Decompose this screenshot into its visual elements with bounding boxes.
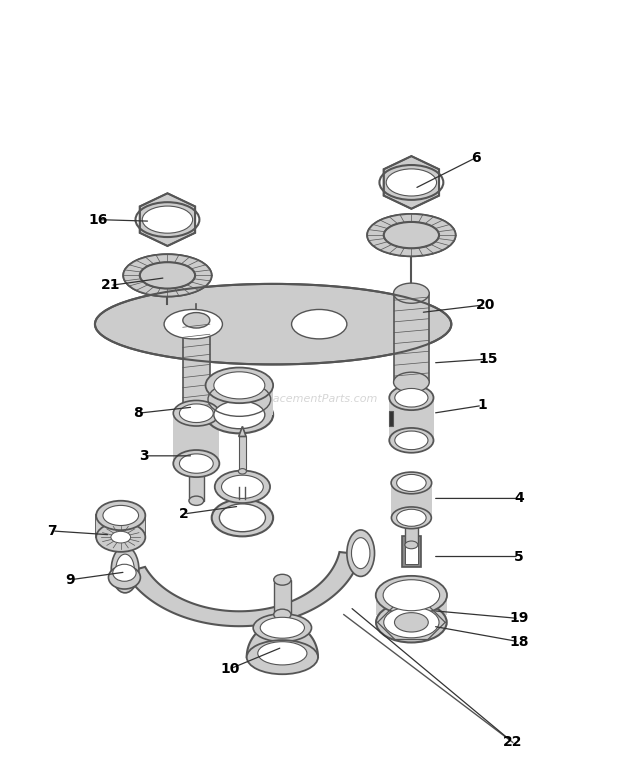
- Text: 9: 9: [66, 573, 75, 587]
- Polygon shape: [239, 427, 246, 437]
- Text: 4: 4: [514, 491, 524, 505]
- FancyBboxPatch shape: [239, 437, 246, 471]
- Ellipse shape: [206, 367, 273, 403]
- Ellipse shape: [179, 404, 213, 423]
- Ellipse shape: [103, 505, 138, 526]
- Text: 3: 3: [140, 448, 149, 463]
- Polygon shape: [247, 622, 318, 658]
- Text: 1: 1: [477, 399, 487, 413]
- Ellipse shape: [183, 406, 210, 421]
- Ellipse shape: [389, 385, 433, 410]
- FancyBboxPatch shape: [405, 518, 417, 545]
- FancyBboxPatch shape: [183, 321, 210, 413]
- FancyBboxPatch shape: [274, 580, 291, 615]
- Polygon shape: [367, 214, 456, 257]
- Polygon shape: [140, 193, 195, 246]
- Ellipse shape: [123, 254, 211, 296]
- Text: eReplacementParts.com: eReplacementParts.com: [242, 395, 378, 404]
- Text: 10: 10: [221, 661, 240, 675]
- Text: 8: 8: [133, 406, 143, 420]
- Ellipse shape: [183, 313, 210, 328]
- FancyBboxPatch shape: [376, 595, 447, 615]
- Ellipse shape: [384, 222, 439, 248]
- FancyBboxPatch shape: [391, 483, 432, 518]
- Ellipse shape: [214, 401, 265, 429]
- Ellipse shape: [247, 640, 318, 674]
- Text: 19: 19: [509, 612, 529, 626]
- Text: 2: 2: [179, 507, 189, 521]
- Ellipse shape: [394, 372, 429, 392]
- Ellipse shape: [173, 450, 219, 477]
- Ellipse shape: [96, 523, 145, 552]
- FancyBboxPatch shape: [389, 411, 393, 427]
- Ellipse shape: [96, 501, 145, 530]
- Text: 5: 5: [514, 549, 524, 563]
- Ellipse shape: [376, 576, 447, 615]
- Polygon shape: [384, 156, 439, 209]
- Text: 22: 22: [503, 736, 523, 750]
- Ellipse shape: [239, 469, 246, 474]
- Ellipse shape: [405, 541, 418, 549]
- Ellipse shape: [394, 283, 429, 303]
- Ellipse shape: [219, 504, 265, 532]
- Ellipse shape: [386, 169, 436, 196]
- FancyBboxPatch shape: [394, 293, 428, 382]
- Ellipse shape: [221, 475, 264, 498]
- FancyBboxPatch shape: [173, 413, 219, 463]
- Ellipse shape: [291, 310, 347, 339]
- Ellipse shape: [395, 388, 428, 407]
- Ellipse shape: [352, 537, 370, 569]
- Ellipse shape: [214, 372, 265, 399]
- FancyBboxPatch shape: [206, 385, 273, 415]
- Text: 21: 21: [100, 278, 120, 292]
- Ellipse shape: [347, 530, 374, 576]
- Text: 16: 16: [88, 213, 108, 227]
- FancyBboxPatch shape: [189, 463, 204, 501]
- FancyBboxPatch shape: [389, 398, 433, 441]
- Ellipse shape: [394, 612, 428, 632]
- Ellipse shape: [367, 214, 456, 257]
- Ellipse shape: [113, 564, 136, 581]
- Ellipse shape: [211, 499, 273, 537]
- Ellipse shape: [206, 396, 273, 434]
- Ellipse shape: [116, 554, 135, 585]
- FancyBboxPatch shape: [96, 516, 145, 537]
- Ellipse shape: [215, 470, 270, 503]
- Ellipse shape: [189, 496, 204, 505]
- FancyBboxPatch shape: [402, 536, 421, 566]
- Ellipse shape: [397, 509, 426, 526]
- Ellipse shape: [179, 454, 213, 473]
- FancyBboxPatch shape: [405, 543, 417, 564]
- Ellipse shape: [253, 614, 311, 642]
- Ellipse shape: [397, 474, 426, 491]
- Ellipse shape: [389, 428, 433, 452]
- Polygon shape: [95, 284, 451, 364]
- Text: 15: 15: [479, 352, 498, 366]
- Text: 6: 6: [471, 151, 480, 165]
- Ellipse shape: [258, 642, 307, 665]
- Ellipse shape: [384, 607, 439, 638]
- Text: 7: 7: [47, 524, 57, 538]
- Ellipse shape: [111, 531, 131, 543]
- Ellipse shape: [108, 566, 140, 589]
- Polygon shape: [123, 254, 211, 296]
- Ellipse shape: [376, 602, 447, 643]
- Ellipse shape: [391, 507, 432, 529]
- Ellipse shape: [395, 431, 428, 449]
- Ellipse shape: [111, 547, 139, 593]
- Ellipse shape: [391, 472, 432, 494]
- Ellipse shape: [274, 609, 291, 620]
- Ellipse shape: [383, 580, 440, 611]
- Ellipse shape: [260, 617, 304, 638]
- Ellipse shape: [274, 574, 291, 585]
- Ellipse shape: [164, 310, 223, 339]
- Polygon shape: [125, 552, 361, 626]
- Text: 20: 20: [476, 298, 495, 312]
- Text: 18: 18: [509, 635, 529, 649]
- Ellipse shape: [173, 400, 219, 426]
- Ellipse shape: [140, 262, 195, 289]
- Ellipse shape: [142, 206, 193, 233]
